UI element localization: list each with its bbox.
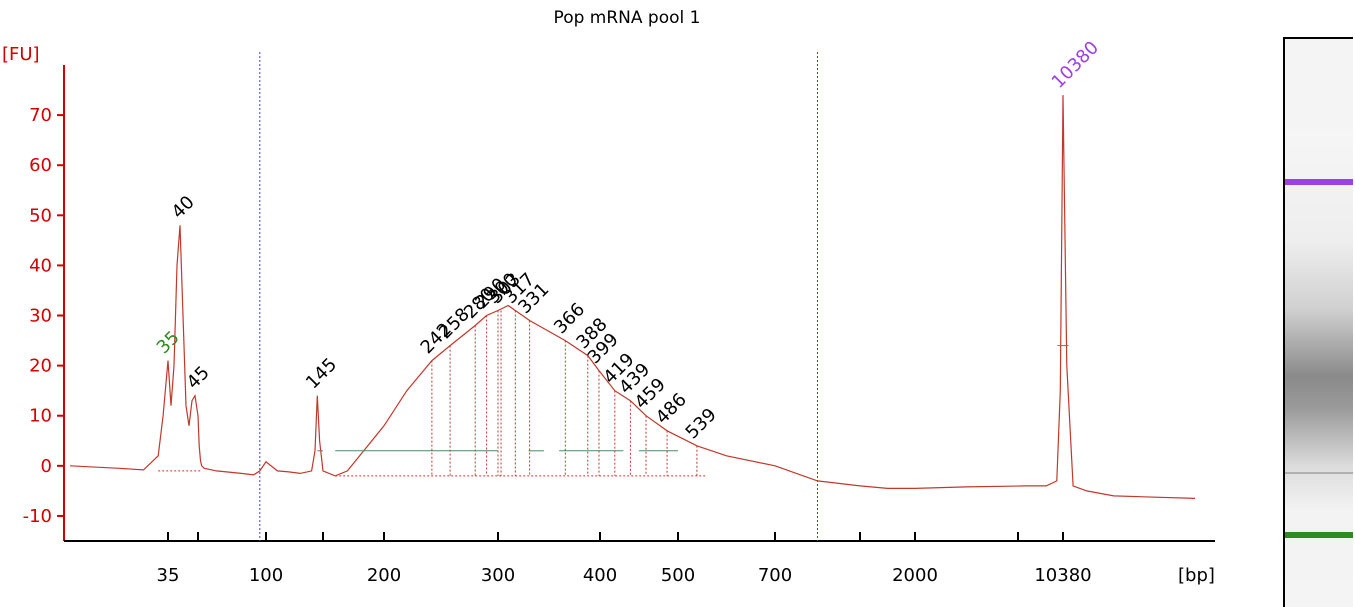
marker-lines: [259, 52, 818, 541]
y-tick-label: -10: [23, 506, 52, 527]
peak-label: 539: [682, 404, 721, 443]
x-tick-label: 500: [661, 565, 695, 586]
y-tick-label: 30: [29, 306, 52, 327]
x-tick-label: 700: [758, 565, 792, 586]
y-tick-label: 0: [41, 456, 52, 477]
y-tick-label: 70: [29, 105, 52, 126]
x-tick-label: 400: [583, 565, 617, 586]
x-tick-label: 200: [367, 565, 401, 586]
peak-label: 40: [168, 192, 199, 223]
x-tick-label: 10380: [1034, 565, 1091, 586]
x-axis-label: [bp]: [1178, 565, 1215, 586]
electropherogram-chart: Pop mRNA pool 1 -10 0 10 20 30 40 50 60 70 35 100 2…: [2, 8, 1215, 586]
x-tick-label: 2000: [892, 565, 938, 586]
gel-lane: [1285, 129, 1353, 579]
y-tick-label: 50: [29, 205, 52, 226]
trace-line: [69, 95, 1196, 499]
x-tick-label: 35: [157, 565, 180, 586]
y-axis-label: [FU]: [2, 44, 40, 65]
peak-label: 45: [183, 362, 214, 393]
peak-label: 145: [302, 354, 341, 393]
gel-upper-marker-band: [1285, 179, 1353, 185]
gel-lower-marker-band: [1285, 532, 1353, 538]
y-tick-label: 10: [29, 406, 52, 427]
peak-label: 35: [153, 327, 184, 358]
peak-label: 10380: [1048, 37, 1103, 92]
x-tick-label: 100: [249, 565, 283, 586]
axes: -10 0 10 20 30 40 50 60 70 35 100 200 300 400 500 700 20…: [23, 65, 1215, 586]
chart-title: Pop mRNA pool 1: [554, 8, 701, 28]
y-tick-label: 20: [29, 356, 52, 377]
y-tick-label: 60: [29, 155, 52, 176]
x-tick-label: 300: [481, 565, 515, 586]
gel-band: [1285, 472, 1353, 474]
plot-area: [69, 95, 1196, 499]
y-tick-label: 40: [29, 255, 52, 276]
gel-image: [1283, 37, 1353, 607]
